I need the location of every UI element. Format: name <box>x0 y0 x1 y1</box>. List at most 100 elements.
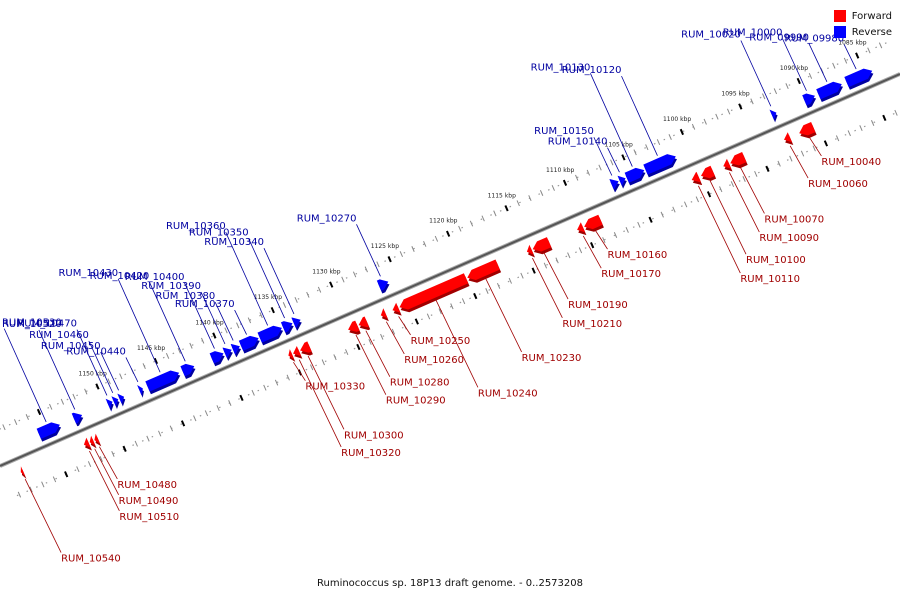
gene-rum-10150[interactable] <box>609 179 620 193</box>
gene-label[interactable]: RUM_10330 <box>305 382 365 393</box>
gene-rum-10040[interactable] <box>799 122 817 139</box>
gene-arrow[interactable] <box>624 167 645 183</box>
gene-rum-10190[interactable] <box>532 237 553 255</box>
gene-rum-10240[interactable] <box>399 273 470 313</box>
gene-label[interactable]: RUM_10530 <box>2 318 62 329</box>
gene-arrow[interactable] <box>643 154 676 175</box>
gene-arrow[interactable] <box>94 433 101 444</box>
gene-label[interactable]: RUM_10210 <box>562 319 622 330</box>
gene-label[interactable]: RUM_10350 <box>189 228 249 239</box>
gene-rum-10380[interactable] <box>230 344 242 358</box>
gene-label[interactable]: RUM_10290 <box>386 396 446 407</box>
gene-rum-10470[interactable] <box>105 398 114 412</box>
gene-arrow[interactable] <box>180 363 195 377</box>
gene-rum-10110[interactable] <box>691 171 703 185</box>
gene-rum-10460[interactable] <box>111 396 120 409</box>
gene-rum-10340[interactable] <box>291 317 302 331</box>
gene-arrow[interactable] <box>105 398 113 409</box>
gene-rum-10540[interactable] <box>20 466 27 479</box>
gene-label[interactable]: RUM_10390 <box>141 281 201 292</box>
gene-arrow[interactable] <box>71 412 83 424</box>
gene-rum-10490[interactable] <box>89 435 97 449</box>
gene-label[interactable]: RUM_10540 <box>61 554 121 565</box>
gene-arrow[interactable] <box>280 321 293 333</box>
gene-arrow[interactable] <box>293 346 302 357</box>
gene-rum-10130[interactable] <box>624 167 646 186</box>
gene-arrow[interactable] <box>380 308 388 319</box>
gene-label[interactable]: RUM_10140 <box>548 137 608 148</box>
gene-rum-10060[interactable] <box>784 132 794 145</box>
gene-arrow[interactable] <box>230 344 240 355</box>
gene-label[interactable]: RUM_10340 <box>204 237 264 248</box>
gene-rum-10120[interactable] <box>643 154 677 178</box>
gene-label[interactable]: RUM_10060 <box>808 179 868 190</box>
gene-arrow[interactable] <box>20 466 26 477</box>
gene-arrow[interactable] <box>376 279 389 291</box>
gene-rum-10070[interactable] <box>730 152 748 169</box>
gene-rum-10320[interactable] <box>293 346 303 359</box>
gene-rum-10160[interactable] <box>584 214 604 232</box>
gene-rum-10230[interactable] <box>467 259 502 283</box>
gene-arrow[interactable] <box>111 396 119 407</box>
gene-rum-10530[interactable] <box>36 422 62 442</box>
gene-rum-10420[interactable] <box>180 363 196 379</box>
gene-label[interactable]: RUM_10240 <box>478 388 538 399</box>
gene-arrow[interactable] <box>291 317 301 328</box>
gene-arrow[interactable] <box>467 259 500 281</box>
gene-label[interactable]: RUM_10380 <box>155 291 215 302</box>
gene-rum-10370[interactable] <box>238 335 260 354</box>
gene-arrow[interactable] <box>222 347 232 358</box>
gene-label[interactable]: RUM_10160 <box>608 250 668 261</box>
gene-rum-10100[interactable] <box>701 165 717 181</box>
gene-rum-10170[interactable] <box>577 222 587 236</box>
gene-arrow[interactable] <box>89 435 96 446</box>
gene-arrow[interactable] <box>300 341 312 353</box>
gene-rum-10280[interactable] <box>358 316 371 331</box>
gene-rum-09980[interactable] <box>844 68 874 90</box>
gene-label[interactable]: RUM_10320 <box>341 448 401 459</box>
gene-arrow[interactable] <box>816 81 842 100</box>
gene-label[interactable]: RUM_10430 <box>58 268 118 279</box>
gene-label[interactable]: RUM_10000 <box>723 28 783 39</box>
gene-rum-10330[interactable] <box>288 349 296 362</box>
gene-arrow[interactable] <box>392 302 401 313</box>
gene-arrow[interactable] <box>784 132 793 143</box>
gene-rum-10210[interactable] <box>526 244 535 258</box>
gene-arrow[interactable] <box>117 393 125 404</box>
gene-label[interactable]: RUM_10520 <box>2 319 62 330</box>
gene-rum-10290[interactable] <box>348 320 361 335</box>
gene-arrow[interactable] <box>701 165 715 179</box>
gene-label[interactable]: RUM_10070 <box>764 214 824 225</box>
gene-label[interactable]: RUM_10470 <box>17 319 77 330</box>
gene-rum-10270[interactable] <box>376 279 390 294</box>
gene-arrow[interactable] <box>584 214 603 230</box>
gene-rum-10360[interactable] <box>257 325 284 346</box>
gene-label[interactable]: RUM_10020 <box>681 30 741 41</box>
gene-label[interactable]: RUM_10170 <box>601 269 661 280</box>
gene-label[interactable]: RUM_10130 <box>531 62 591 73</box>
gene-arrow[interactable] <box>691 171 701 183</box>
gene-rum-10390[interactable] <box>222 347 233 361</box>
gene-rum-10260[interactable] <box>380 308 389 322</box>
gene-label[interactable]: RUM_10460 <box>29 330 89 341</box>
gene-rum-10510[interactable] <box>83 437 92 451</box>
gene-rum-10300[interactable] <box>300 341 313 356</box>
gene-rum-10090[interactable] <box>723 158 733 172</box>
gene-label[interactable]: RUM_10510 <box>119 512 179 523</box>
gene-label[interactable]: RUM_10300 <box>344 430 404 441</box>
gene-rum-09990[interactable] <box>816 81 843 102</box>
gene-arrow[interactable] <box>526 244 534 255</box>
gene-label[interactable]: RUM_10230 <box>522 353 582 364</box>
gene-arrow[interactable] <box>238 335 259 351</box>
gene-arrow[interactable] <box>358 316 369 328</box>
gene-arrow[interactable] <box>83 437 91 448</box>
gene-label[interactable]: RUM_10490 <box>119 496 179 507</box>
gene-arrow[interactable] <box>723 158 732 169</box>
gene-rum-10000[interactable] <box>802 93 817 109</box>
gene-arrow[interactable] <box>617 175 626 186</box>
gene-rum-10520[interactable] <box>71 412 84 427</box>
gene-label[interactable]: RUM_10420 <box>90 271 150 282</box>
gene-label[interactable]: RUM_10480 <box>117 480 177 491</box>
gene-rum-10480[interactable] <box>94 433 102 447</box>
gene-arrow[interactable] <box>257 325 282 343</box>
